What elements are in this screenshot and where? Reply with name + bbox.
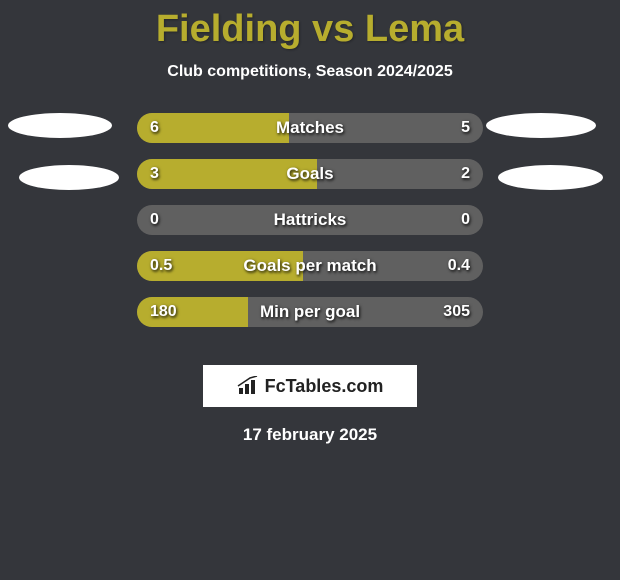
stat-row: 3Goals2: [0, 159, 620, 205]
value-right: 2: [461, 159, 470, 189]
stat-label: Min per goal: [137, 297, 483, 327]
page-title: Fielding vs Lema: [0, 0, 620, 51]
value-right: 305: [443, 297, 470, 327]
stat-row: 0Hattricks0: [0, 205, 620, 251]
source-logo: FcTables.com: [203, 365, 417, 407]
logo-inner: FcTables.com: [237, 376, 384, 397]
logo-text: FcTables.com: [265, 376, 384, 397]
value-right: 0.4: [448, 251, 470, 281]
stat-label: Hattricks: [137, 205, 483, 235]
value-right: 5: [461, 113, 470, 143]
stat-label: Goals: [137, 159, 483, 189]
value-right: 0: [461, 205, 470, 235]
stat-row: 180Min per goal305: [0, 297, 620, 343]
stat-label: Goals per match: [137, 251, 483, 281]
bar-chart-icon: [237, 376, 261, 396]
comparison-card: Fielding vs Lema Club competitions, Seas…: [0, 0, 620, 445]
stat-label: Matches: [137, 113, 483, 143]
stat-row: 6Matches5: [0, 113, 620, 159]
stat-row: 0.5Goals per match0.4: [0, 251, 620, 297]
date-line: 17 february 2025: [0, 425, 620, 445]
stats-panel: 6Matches53Goals20Hattricks00.5Goals per …: [0, 113, 620, 343]
subtitle: Club competitions, Season 2024/2025: [0, 63, 620, 81]
